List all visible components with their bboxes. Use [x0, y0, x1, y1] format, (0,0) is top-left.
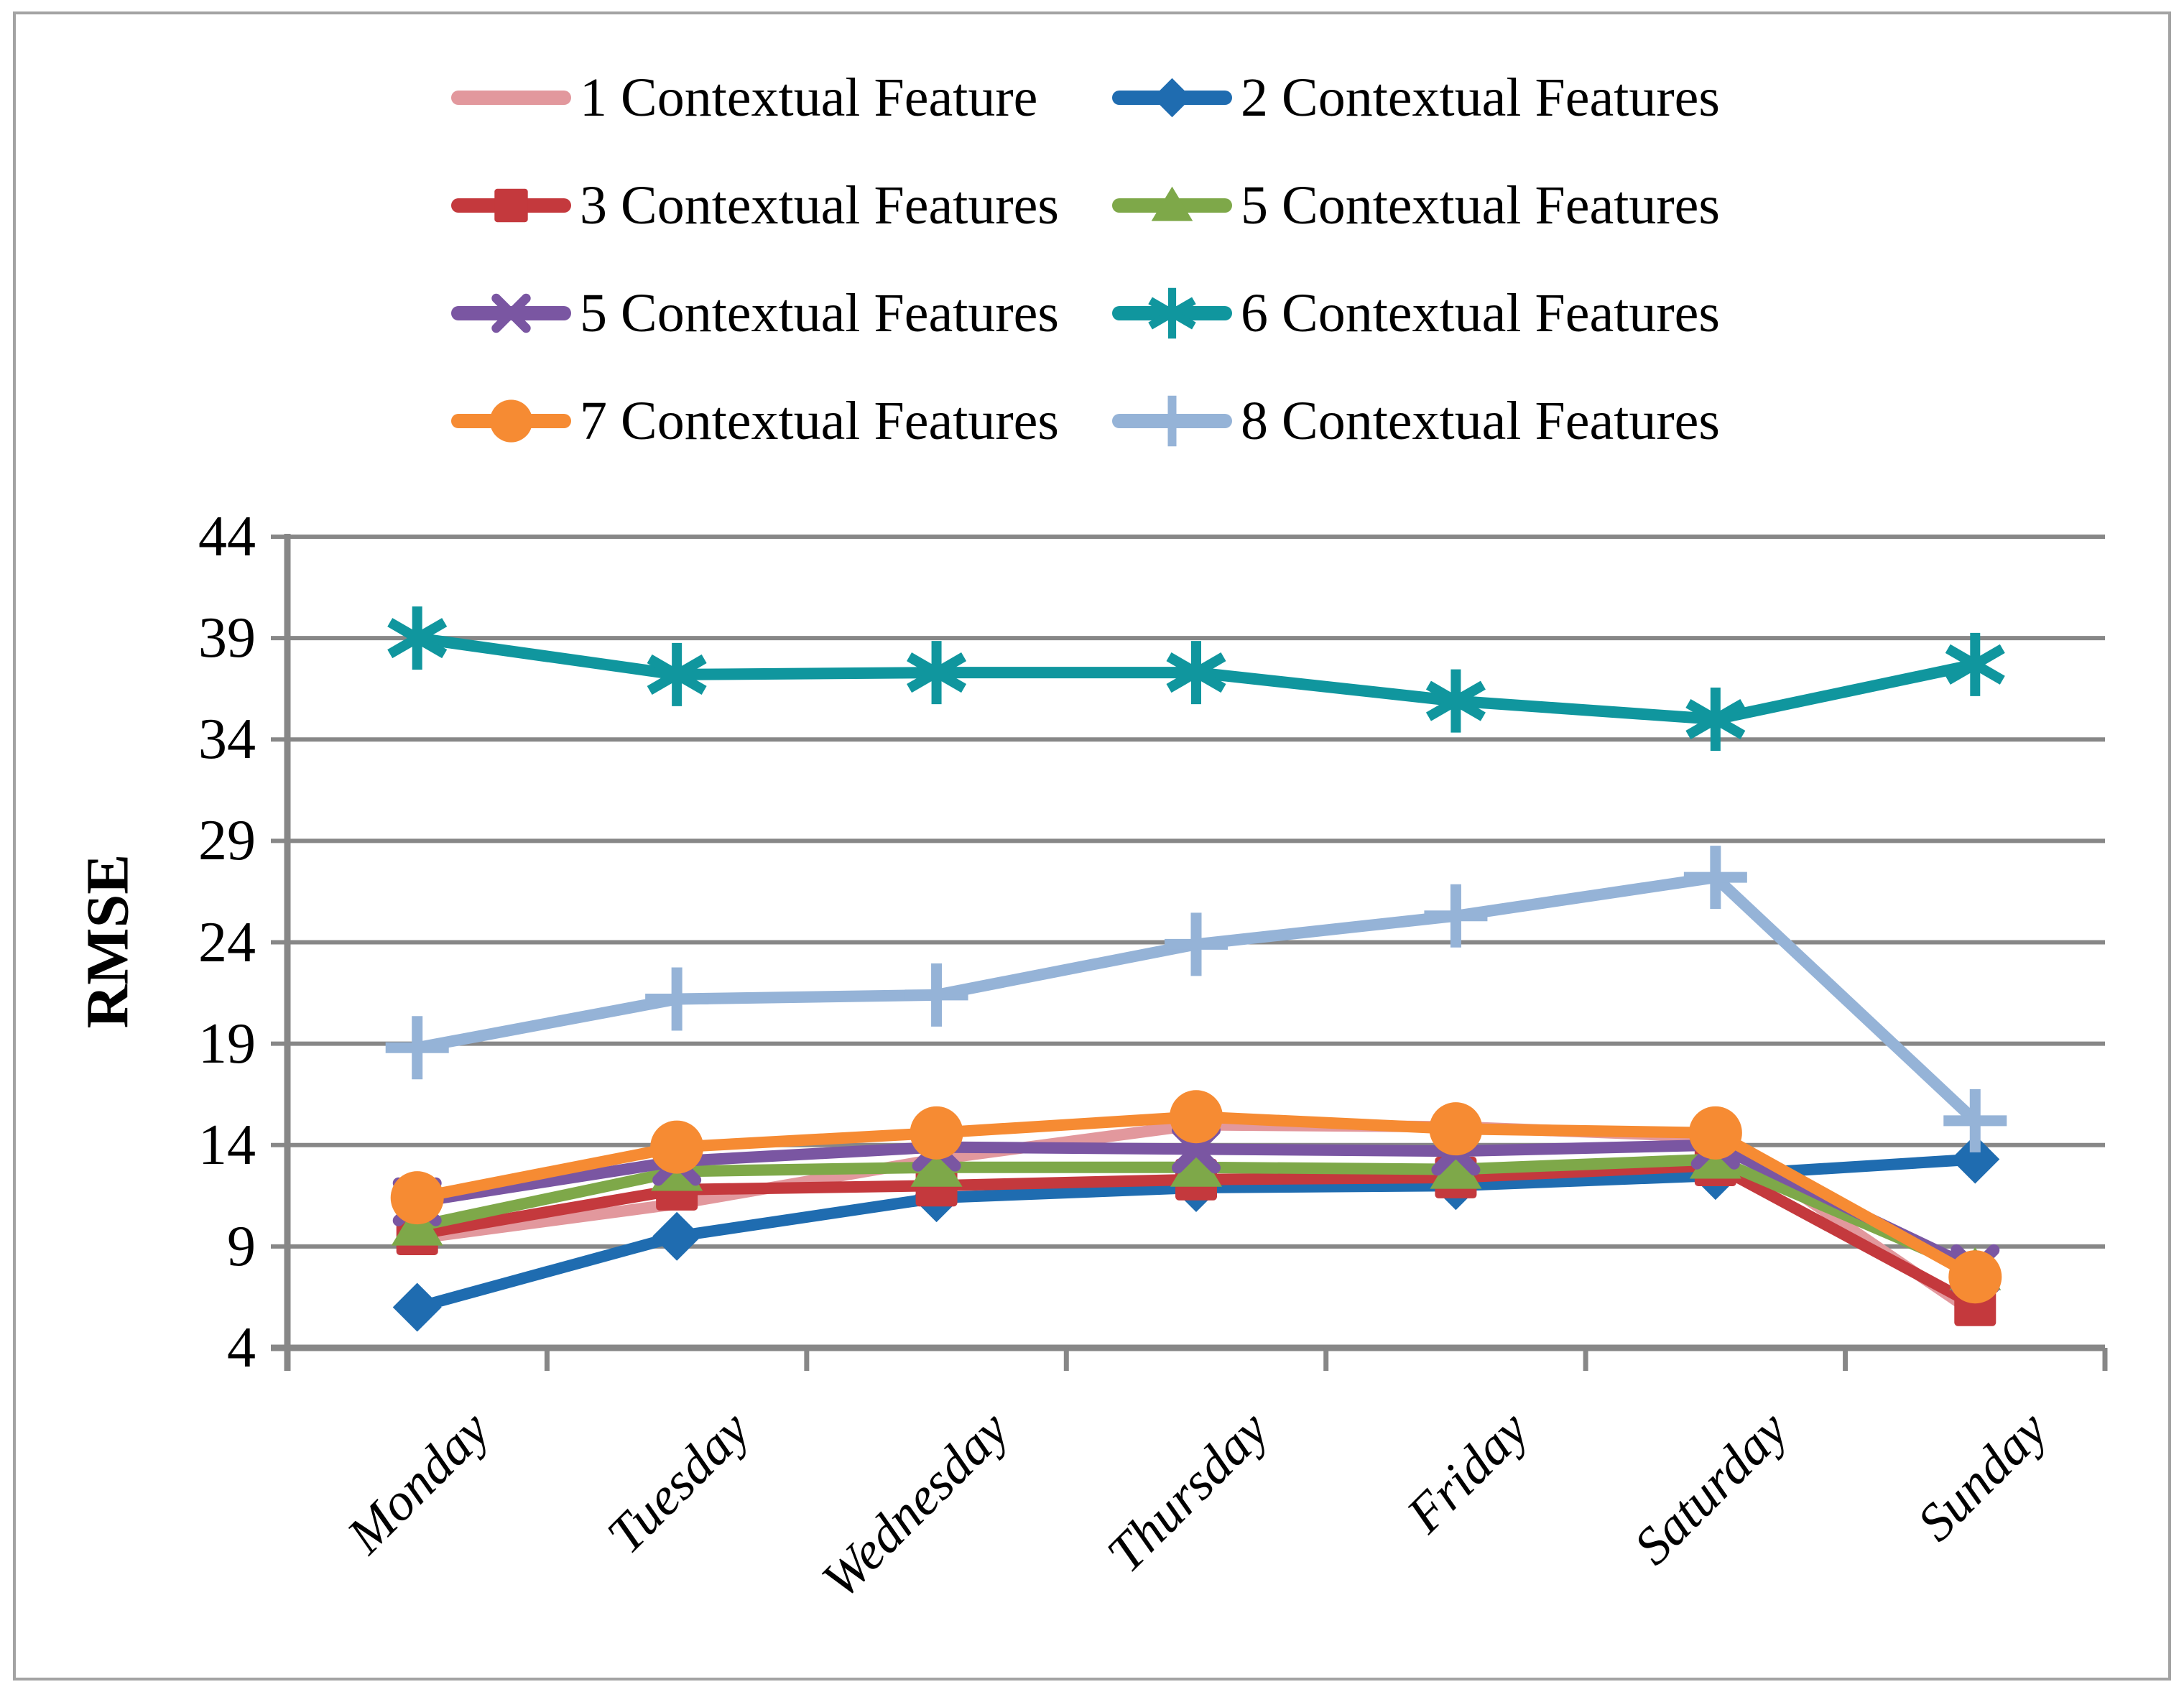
- marker-plus: [1424, 884, 1488, 948]
- marker-asterisk: [647, 642, 707, 706]
- y-tick-label-19: 19: [198, 1012, 256, 1076]
- legend-label: 5 Contextual Features: [1241, 175, 1720, 236]
- y-tick-label-9: 9: [227, 1214, 256, 1278]
- legend-sample-x-icon: [451, 293, 571, 333]
- marker-asterisk: [1425, 669, 1486, 733]
- legend-label: 8 Contextual Features: [1241, 391, 1720, 451]
- legend-sample-plus-icon: [1112, 395, 1232, 447]
- y-tick-label-4: 4: [227, 1316, 256, 1379]
- marker-asterisk: [1945, 632, 2005, 696]
- marker-asterisk: [907, 641, 967, 705]
- marker-plus: [1943, 1088, 2007, 1152]
- marker-circle: [390, 1171, 444, 1225]
- marker-asterisk: [1685, 688, 1746, 752]
- legend-label: 1 Contextual Feature: [580, 68, 1038, 128]
- marker-plus: [1683, 846, 1747, 910]
- figure-border: [13, 11, 2171, 1681]
- legend-sample-diamond-icon: [1112, 78, 1232, 118]
- marker-circle: [489, 399, 533, 443]
- marker-circle: [1170, 1090, 1223, 1144]
- marker-circle: [1688, 1106, 1742, 1160]
- legend-sample-square-icon: [451, 188, 571, 223]
- y-tick-label-44: 44: [198, 505, 256, 568]
- y-tick-label-24: 24: [198, 910, 256, 974]
- marker-plus: [904, 963, 968, 1027]
- marker-triangle: [1170, 1143, 1222, 1187]
- legend-sample-asterisk-icon: [1112, 287, 1232, 339]
- marker-plus: [385, 1016, 449, 1080]
- y-tick-label-14: 14: [198, 1113, 256, 1177]
- legend-sample-triangle-icon: [1112, 186, 1232, 221]
- marker-diamond: [1152, 78, 1192, 118]
- marker-circle: [1429, 1102, 1483, 1156]
- marker-asterisk: [1148, 287, 1196, 339]
- marker-x: [491, 293, 531, 333]
- marker-diamond: [652, 1211, 702, 1261]
- marker-circle: [1948, 1250, 2002, 1304]
- marker-plus: [1165, 912, 1228, 976]
- legend-sample-circle-icon: [451, 399, 571, 443]
- marker-diamond: [1951, 1134, 2000, 1184]
- marker-plus: [645, 967, 709, 1031]
- legend-label: 7 Contextual Features: [580, 391, 1059, 451]
- y-tick-label-39: 39: [198, 606, 256, 670]
- marker-triangle: [910, 1143, 963, 1187]
- y-tick-label-29: 29: [198, 809, 256, 873]
- marker-plus: [1147, 395, 1198, 447]
- legend-label: 5 Contextual Features: [580, 283, 1059, 343]
- marker-asterisk: [1166, 641, 1226, 705]
- marker-circle: [910, 1106, 963, 1160]
- legend-label: 3 Contextual Features: [580, 175, 1059, 236]
- marker-triangle: [1151, 186, 1193, 221]
- marker-circle: [650, 1120, 704, 1174]
- legend-label: 6 Contextual Features: [1241, 283, 1720, 343]
- marker-triangle: [1430, 1145, 1482, 1189]
- legend-label: 2 Contextual Features: [1241, 68, 1720, 128]
- marker-diamond: [392, 1282, 442, 1332]
- legend-sample-none-icon: [451, 91, 571, 105]
- marker-asterisk: [387, 606, 448, 670]
- marker-square: [494, 188, 528, 223]
- y-tick-label-34: 34: [198, 708, 256, 772]
